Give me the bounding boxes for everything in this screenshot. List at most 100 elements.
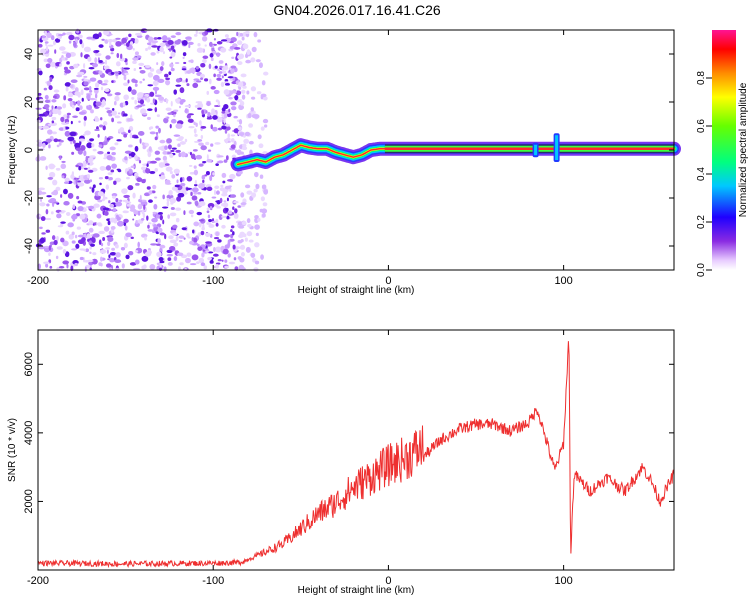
noise-blob <box>214 185 220 190</box>
noise-blob <box>227 253 231 258</box>
noise-blob <box>237 61 243 66</box>
noise-blob <box>238 105 245 110</box>
noise-blob <box>239 100 245 106</box>
noise-blob <box>179 87 185 94</box>
noise-blob <box>173 89 178 95</box>
noise-blob <box>110 225 116 230</box>
noise-blob <box>112 38 118 43</box>
noise-blob <box>175 123 183 129</box>
noise-blob <box>77 239 85 245</box>
noise-blob <box>200 77 204 80</box>
noise-blob <box>223 104 229 110</box>
noise-blob <box>245 246 251 253</box>
noise-blob <box>212 172 216 176</box>
noise-blob <box>257 134 262 140</box>
noise-blob <box>142 112 148 115</box>
noise-blob <box>255 183 260 190</box>
noise-blob <box>141 255 149 262</box>
noise-blob <box>134 154 138 161</box>
noise-blob <box>60 116 65 123</box>
noise-blob <box>196 191 202 195</box>
x-tick-label: 0 <box>385 275 391 287</box>
noise-blob <box>117 169 122 173</box>
noise-blob <box>92 33 100 39</box>
noise-blob <box>193 221 200 227</box>
snr-series-line <box>37 341 675 569</box>
noise-blob <box>96 222 99 226</box>
noise-blob <box>121 263 125 269</box>
noise-blob <box>103 79 109 83</box>
noise-blob <box>240 202 247 206</box>
noise-blob <box>154 106 158 113</box>
noise-blob <box>45 45 49 52</box>
noise-blob <box>201 35 208 42</box>
noise-blob <box>224 259 228 263</box>
noise-blob <box>39 237 45 244</box>
noise-blob <box>86 259 94 263</box>
noise-blob <box>225 37 231 43</box>
noise-blob <box>244 237 248 242</box>
noise-blob <box>113 180 117 185</box>
noise-blob <box>191 254 199 261</box>
noise-blob <box>102 121 108 126</box>
noise-blob <box>169 153 174 158</box>
noise-blob <box>130 37 136 42</box>
noise-blob <box>88 220 94 226</box>
noise-blob <box>184 192 188 195</box>
noise-blob <box>104 39 109 44</box>
noise-blob <box>75 107 80 112</box>
noise-blob <box>125 61 128 66</box>
noise-blob <box>38 187 46 191</box>
noise-blob <box>156 114 160 118</box>
noise-blob <box>100 86 104 91</box>
noise-blob <box>250 96 256 100</box>
noise-blob <box>49 111 52 116</box>
noise-blob <box>141 265 146 270</box>
noise-blob <box>202 249 206 252</box>
noise-blob <box>253 171 259 178</box>
noise-blob <box>65 31 73 36</box>
noise-blob <box>46 32 52 39</box>
noise-blob <box>66 61 70 65</box>
noise-blob <box>116 220 124 227</box>
noise-blob <box>238 81 244 88</box>
noise-blob <box>205 241 212 244</box>
noise-blob <box>207 256 212 261</box>
noise-blob <box>66 263 69 269</box>
colorbar: 0.0 0.2 0.4 0.6 0.8 Normalized spectral ampl… <box>696 30 749 277</box>
noise-blob <box>132 47 135 51</box>
noise-blob <box>173 114 176 118</box>
noise-blob <box>110 169 115 173</box>
noise-blob <box>137 241 140 248</box>
noise-blob <box>165 166 173 172</box>
noise-blob <box>207 202 215 209</box>
y-tick-label: 6000 <box>23 352 35 376</box>
noise-blob <box>98 230 105 235</box>
noise-blob <box>168 235 174 240</box>
noise-blob <box>210 124 213 130</box>
noise-blob <box>202 160 207 164</box>
noise-blob <box>159 232 166 236</box>
noise-blob <box>37 141 43 148</box>
noise-blob <box>195 30 198 35</box>
noise-blob <box>159 262 162 268</box>
noise-blob <box>157 96 165 101</box>
noise-blob <box>177 252 184 257</box>
noise-blob <box>111 117 115 123</box>
noise-blob <box>236 40 243 46</box>
noise-blob <box>69 131 77 137</box>
noise-blob <box>213 246 216 252</box>
noise-blob <box>207 251 214 254</box>
noise-blob <box>230 233 234 239</box>
noise-blob <box>163 117 169 124</box>
noise-blob <box>38 113 46 117</box>
x-tick-label: -100 <box>202 575 224 587</box>
noise-blob <box>145 64 151 69</box>
noise-blob <box>105 247 111 250</box>
noise-blob <box>159 214 163 221</box>
noise-blob <box>70 174 75 180</box>
noise-blob <box>188 209 195 215</box>
noise-blob <box>124 72 129 76</box>
noise-blob <box>263 124 268 128</box>
noise-blob <box>90 109 94 114</box>
